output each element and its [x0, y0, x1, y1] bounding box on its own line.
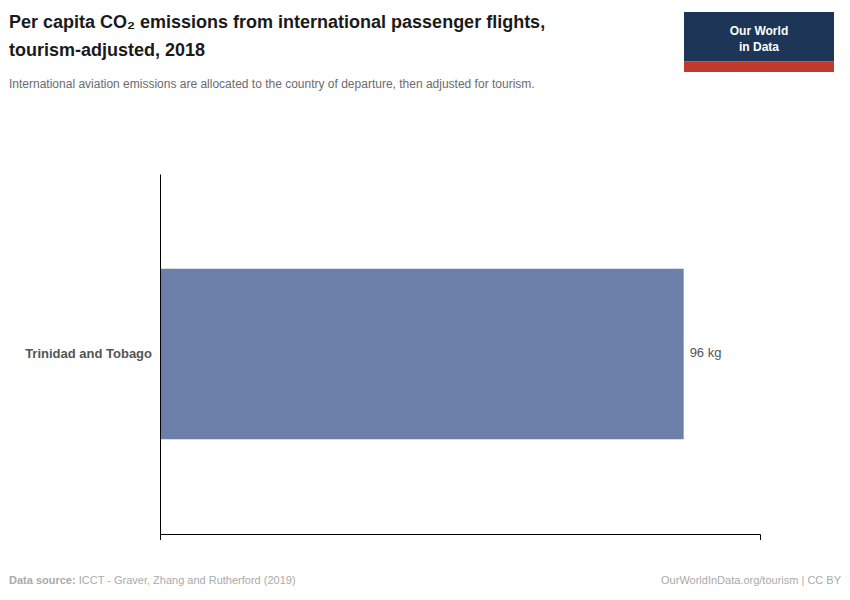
title: tourism-adjusted, 2018 — [9, 40, 205, 60]
x-axis-line — [161, 535, 761, 541]
logo-background — [684, 12, 834, 61]
title: Per capita CO₂ emissions from internatio… — [9, 12, 545, 32]
logo-text: Our World — [730, 24, 788, 38]
bar — [160, 269, 684, 440]
chart: Per capita CO₂ emissions from internatio… — [0, 0, 850, 600]
logo-strip — [684, 61, 834, 72]
plot: 96 kg Trinidad and Tobago — [25, 175, 760, 541]
y-tick-label: Trinidad and Tobago — [25, 346, 152, 361]
source: Data source: ICCT - Graver, Zhang and Ru… — [9, 574, 296, 586]
data-label: 96 kg — [690, 345, 722, 360]
logo: Our World in Data — [684, 12, 834, 72]
logo-text: in Data — [739, 40, 779, 54]
bars — [160, 269, 684, 440]
subtitle: International aviation emissions are all… — [9, 77, 535, 91]
y-axis-line — [160, 175, 161, 535]
x-axis — [161, 535, 761, 541]
y-axis: Trinidad and Tobago — [25, 175, 160, 535]
data-labels: 96 kg — [690, 345, 722, 360]
footer: OurWorldInData.org/tourism | CC BY — [661, 574, 842, 586]
y-tick: Trinidad and Tobago — [25, 346, 152, 361]
